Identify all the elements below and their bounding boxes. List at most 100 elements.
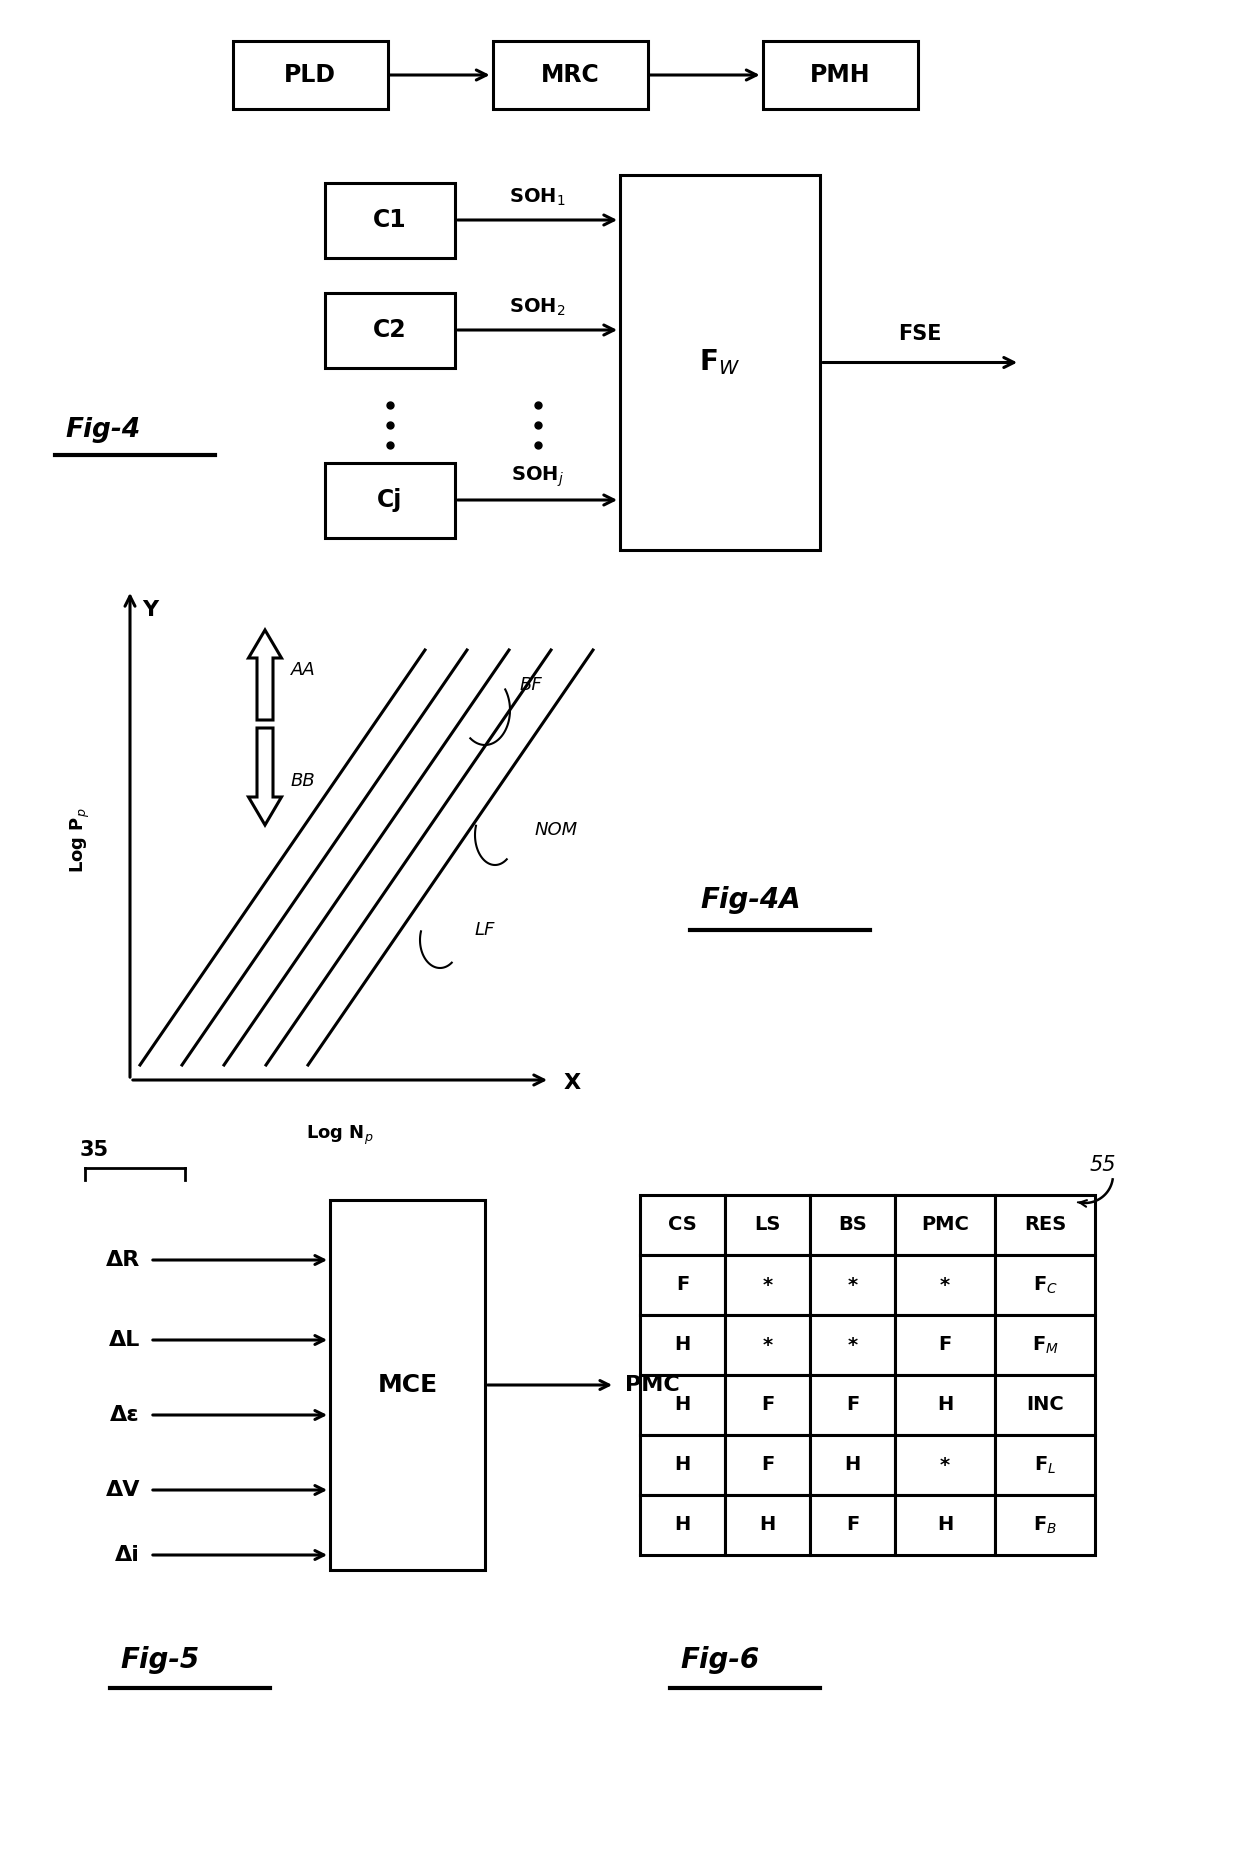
Text: *: * <box>940 1276 950 1295</box>
FancyBboxPatch shape <box>895 1195 994 1256</box>
Text: Fig-4: Fig-4 <box>64 417 140 443</box>
FancyBboxPatch shape <box>330 1200 485 1569</box>
Text: CS: CS <box>668 1215 697 1234</box>
Text: LF: LF <box>475 920 495 939</box>
FancyBboxPatch shape <box>233 41 387 109</box>
Text: F$_C$: F$_C$ <box>1033 1274 1058 1295</box>
FancyBboxPatch shape <box>725 1375 810 1436</box>
Text: F: F <box>676 1276 689 1295</box>
FancyBboxPatch shape <box>325 182 455 258</box>
Text: F$_M$: F$_M$ <box>1032 1334 1059 1356</box>
Text: H: H <box>844 1456 861 1475</box>
FancyBboxPatch shape <box>725 1436 810 1495</box>
FancyBboxPatch shape <box>895 1436 994 1495</box>
Text: MRC: MRC <box>541 63 599 87</box>
Text: C1: C1 <box>373 208 407 232</box>
FancyBboxPatch shape <box>725 1315 810 1375</box>
Text: PMC: PMC <box>921 1215 968 1234</box>
Text: C2: C2 <box>373 317 407 341</box>
FancyBboxPatch shape <box>640 1256 725 1315</box>
FancyBboxPatch shape <box>640 1436 725 1495</box>
FancyBboxPatch shape <box>763 41 918 109</box>
FancyBboxPatch shape <box>725 1495 810 1554</box>
Text: H: H <box>675 1395 691 1415</box>
FancyBboxPatch shape <box>810 1436 895 1495</box>
FancyArrow shape <box>248 631 281 720</box>
Text: F$_B$: F$_B$ <box>1033 1514 1056 1536</box>
FancyBboxPatch shape <box>895 1256 994 1315</box>
FancyBboxPatch shape <box>994 1495 1095 1554</box>
FancyBboxPatch shape <box>725 1195 810 1256</box>
Text: BS: BS <box>838 1215 867 1234</box>
FancyBboxPatch shape <box>810 1375 895 1436</box>
FancyBboxPatch shape <box>492 41 647 109</box>
Text: F: F <box>846 1395 859 1415</box>
Text: PMC: PMC <box>625 1375 680 1395</box>
FancyBboxPatch shape <box>640 1375 725 1436</box>
Text: *: * <box>763 1276 773 1295</box>
FancyBboxPatch shape <box>810 1315 895 1375</box>
Text: F$_L$: F$_L$ <box>1034 1454 1056 1475</box>
Text: ΔL: ΔL <box>109 1330 140 1350</box>
Text: F: F <box>761 1395 774 1415</box>
Text: SOH$_j$: SOH$_j$ <box>511 466 564 490</box>
FancyBboxPatch shape <box>325 462 455 538</box>
Text: Δε: Δε <box>110 1404 140 1425</box>
FancyBboxPatch shape <box>895 1315 994 1375</box>
Text: H: H <box>675 1336 691 1354</box>
Text: F: F <box>846 1516 859 1534</box>
Text: SOH$_2$: SOH$_2$ <box>510 297 565 317</box>
Text: X: X <box>563 1072 580 1093</box>
Text: Log N$_p$: Log N$_p$ <box>306 1124 373 1146</box>
FancyArrow shape <box>248 727 281 825</box>
Text: BB: BB <box>291 772 316 790</box>
Text: H: H <box>937 1516 954 1534</box>
FancyBboxPatch shape <box>810 1195 895 1256</box>
Text: F: F <box>939 1336 951 1354</box>
Text: PMH: PMH <box>810 63 870 87</box>
Text: INC: INC <box>1027 1395 1064 1415</box>
Text: F$_W$: F$_W$ <box>699 347 740 377</box>
FancyBboxPatch shape <box>640 1495 725 1554</box>
FancyBboxPatch shape <box>640 1315 725 1375</box>
FancyBboxPatch shape <box>620 174 820 549</box>
Text: BF: BF <box>520 675 543 694</box>
Text: *: * <box>940 1456 950 1475</box>
Text: NOM: NOM <box>534 822 578 838</box>
Text: Fig-5: Fig-5 <box>120 1645 200 1673</box>
Text: RES: RES <box>1024 1215 1066 1234</box>
Text: Fig-4A: Fig-4A <box>701 887 801 915</box>
FancyBboxPatch shape <box>325 293 455 367</box>
FancyBboxPatch shape <box>895 1495 994 1554</box>
Text: Fig-6: Fig-6 <box>680 1645 759 1673</box>
Text: Cj: Cj <box>377 488 403 512</box>
FancyBboxPatch shape <box>810 1256 895 1315</box>
Text: *: * <box>847 1276 858 1295</box>
FancyBboxPatch shape <box>895 1375 994 1436</box>
FancyBboxPatch shape <box>994 1315 1095 1375</box>
FancyBboxPatch shape <box>994 1195 1095 1256</box>
FancyBboxPatch shape <box>994 1436 1095 1495</box>
Text: SOH$_1$: SOH$_1$ <box>510 186 565 208</box>
Text: H: H <box>937 1395 954 1415</box>
Text: 35: 35 <box>81 1141 109 1159</box>
Text: H: H <box>675 1516 691 1534</box>
FancyBboxPatch shape <box>810 1495 895 1554</box>
Text: AA: AA <box>291 660 316 679</box>
FancyBboxPatch shape <box>994 1375 1095 1436</box>
Text: FSE: FSE <box>898 325 941 345</box>
Text: LS: LS <box>754 1215 781 1234</box>
Text: MCE: MCE <box>377 1373 438 1397</box>
FancyBboxPatch shape <box>725 1256 810 1315</box>
Text: *: * <box>763 1336 773 1354</box>
Text: Log P$_p$: Log P$_p$ <box>68 807 92 874</box>
Text: ΔR: ΔR <box>105 1250 140 1271</box>
Text: PLD: PLD <box>284 63 336 87</box>
Text: ΔV: ΔV <box>105 1480 140 1501</box>
Text: H: H <box>759 1516 776 1534</box>
Text: *: * <box>847 1336 858 1354</box>
FancyBboxPatch shape <box>640 1195 725 1256</box>
Text: 55: 55 <box>1090 1156 1116 1174</box>
Text: Y: Y <box>141 599 157 620</box>
Text: H: H <box>675 1456 691 1475</box>
